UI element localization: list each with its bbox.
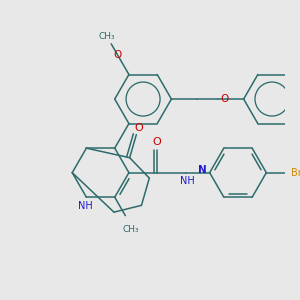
Text: NH: NH — [180, 176, 194, 186]
Text: O: O — [134, 123, 143, 133]
Text: CH₃: CH₃ — [99, 32, 115, 41]
Text: Br: Br — [291, 168, 300, 178]
Text: NH: NH — [78, 201, 92, 211]
Text: CH₃: CH₃ — [122, 225, 139, 234]
Text: O: O — [153, 137, 162, 147]
Text: O: O — [114, 50, 122, 60]
Text: O: O — [220, 94, 229, 104]
Text: N: N — [198, 165, 207, 175]
